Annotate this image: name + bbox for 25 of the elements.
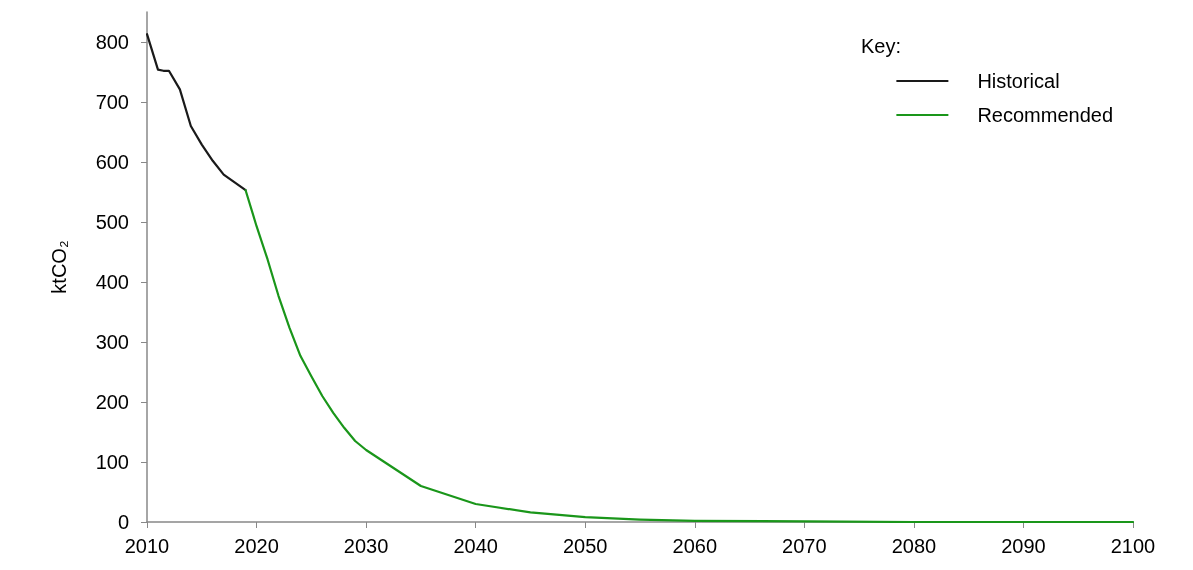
y-tick-label: 600 [95,151,129,173]
y-tick-label: 700 [95,91,129,113]
x-tick-label: 2080 [891,535,937,557]
legend-label: Recommended [977,104,1113,126]
x-tick-label: 2050 [562,535,608,557]
legend-title: Key: [860,35,902,57]
y-tick-label: 300 [95,331,129,353]
y-tick-label: 500 [95,211,129,233]
line-series [244,189,1135,524]
x-tick-label: 2020 [234,535,279,557]
y-tick-label: 100 [95,451,129,473]
y-axis-title: ktCO₂ [48,240,70,294]
line-series [145,33,247,192]
legend-label: Historical [977,70,1060,92]
y-tick-label: 0 [117,511,129,533]
x-tick-label: 2060 [672,535,718,557]
x-tick-label: 2070 [782,535,827,557]
x-tick-label: 2100 [1110,535,1156,557]
x-tick-label: 2090 [1001,535,1046,557]
x-tick-label: 2010 [124,535,170,557]
x-tick-label: 2030 [343,535,389,557]
x-tick-label: 2040 [453,535,498,557]
y-tick-label: 800 [95,31,129,53]
y-tick-label: 400 [95,271,129,293]
y-tick-label: 200 [95,391,129,413]
